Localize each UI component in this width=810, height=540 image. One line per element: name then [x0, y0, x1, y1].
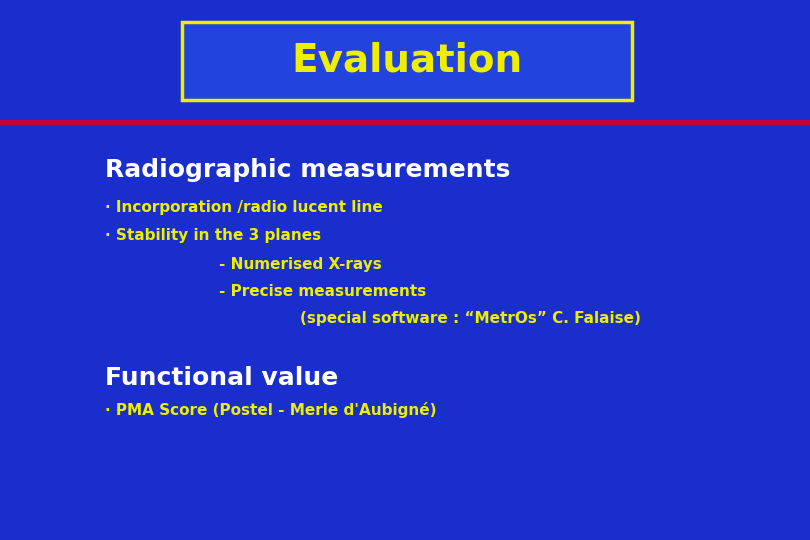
Text: Radiographic measurements: Radiographic measurements [105, 158, 510, 182]
Text: Evaluation: Evaluation [292, 42, 523, 79]
Text: · PMA Score (Postel - Merle d'Aubigné): · PMA Score (Postel - Merle d'Aubigné) [105, 402, 437, 418]
Text: - Precise measurements: - Precise measurements [219, 284, 426, 299]
Text: Functional value: Functional value [105, 366, 339, 390]
Text: · Stability in the 3 planes: · Stability in the 3 planes [105, 228, 322, 244]
FancyBboxPatch shape [182, 22, 632, 100]
Text: · Incorporation /radio lucent line: · Incorporation /radio lucent line [105, 200, 383, 215]
Text: (special software : “MetrOs” C. Falaise): (special software : “MetrOs” C. Falaise) [300, 311, 641, 326]
Text: - Numerised X-rays: - Numerised X-rays [219, 257, 382, 272]
